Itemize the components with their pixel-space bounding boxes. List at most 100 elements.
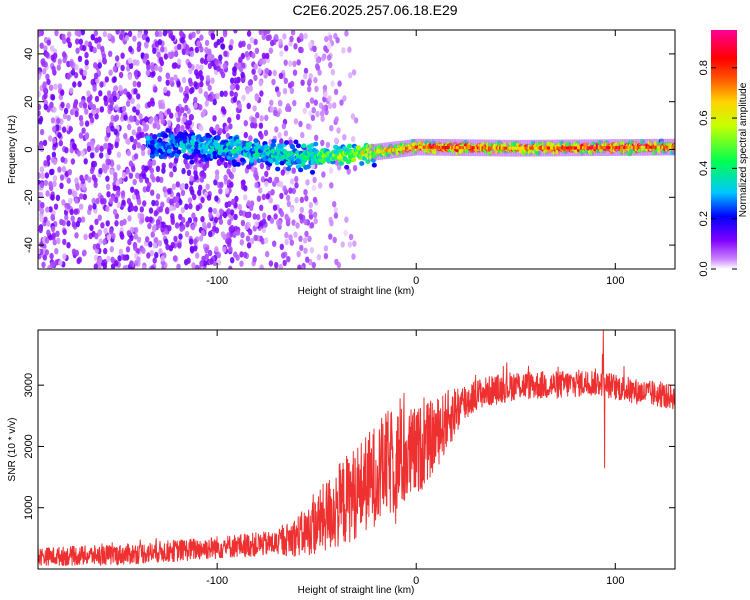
- spectrogram-cell: [284, 238, 289, 246]
- spectrogram-cell: [128, 160, 134, 167]
- spectrogram-cell: [292, 99, 297, 107]
- spectrogram-cell: [200, 57, 205, 64]
- spectrogram-cell: [93, 30, 99, 37]
- spectrogram-cell: [75, 220, 81, 228]
- spectrogram-cell: [429, 145, 431, 149]
- spectrogram-cell: [214, 246, 219, 253]
- spectrogram-cell: [221, 152, 227, 157]
- spectrogram-cell: [254, 95, 259, 102]
- spectrogram-cell: [51, 151, 57, 158]
- spectrogram-cell: [263, 129, 269, 137]
- spectrogram-cell: [417, 145, 420, 149]
- spectrogram-cell: [187, 77, 193, 84]
- spectrogram-cell: [159, 176, 164, 183]
- spectrogram-cell: [628, 146, 630, 149]
- spectrogram-cell: [138, 176, 144, 183]
- spectrogram-cell: [157, 137, 163, 143]
- spectrogram-cell: [93, 254, 99, 262]
- spectrogram-cell: [78, 38, 84, 45]
- spectrogram-cell: [323, 91, 328, 98]
- spectrogram-cell: [285, 105, 290, 113]
- spectrogram-cell: [465, 146, 468, 150]
- spectrogram-cell: [198, 87, 203, 94]
- spectrogram-cell: [303, 237, 308, 244]
- spectrogram-cell: [312, 196, 318, 204]
- spectrogram-cell: [174, 195, 180, 203]
- spectrogram-cell: [397, 147, 399, 151]
- spectrogram-cell: [510, 146, 512, 150]
- spectrogram-cell: [129, 226, 135, 233]
- spectrogram-cell: [176, 80, 181, 88]
- spectrogram-cell: [422, 145, 425, 149]
- spectrogram-cell: [347, 46, 352, 53]
- spectrogram-cell: [180, 207, 185, 214]
- spectrogram-cell: [483, 146, 485, 150]
- spectrogram-cell: [607, 146, 610, 150]
- spectrogram-cell: [643, 145, 646, 149]
- spectrogram-cell: [283, 77, 288, 85]
- spectrogram-cell: [43, 216, 48, 223]
- spectrogram-cell: [387, 149, 390, 153]
- y-tick-label: 0: [23, 146, 35, 152]
- spectrogram-cell: [134, 188, 139, 196]
- spectrogram-cell: [667, 145, 670, 149]
- spectrogram-cell: [126, 230, 132, 237]
- spectrogram-cell: [51, 261, 56, 268]
- spectrogram-cell: [401, 147, 404, 151]
- spectrogram-cell: [314, 134, 319, 141]
- spectrogram-cell: [81, 127, 86, 134]
- spectrogram-cell: [294, 182, 299, 189]
- spectrogram-cell: [207, 84, 212, 92]
- y-tick-label: 40: [23, 48, 35, 60]
- spectrogram-cell: [125, 246, 131, 253]
- spectrogram-cell: [608, 146, 611, 150]
- spectrogram-cell: [323, 245, 329, 252]
- spectrogram-cell: [140, 149, 146, 157]
- spectrogram-cell: [343, 229, 348, 237]
- spectrogram-cell: [623, 146, 625, 149]
- spectrogram-cell: [286, 200, 291, 208]
- spectrogram-cell: [659, 145, 662, 149]
- spectrogram-cell: [83, 233, 88, 241]
- spectrogram-cell: [180, 189, 186, 196]
- spectrogram-cell: [129, 135, 134, 143]
- spectrogram-cell: [144, 165, 149, 172]
- spectrogram-cell: [127, 215, 132, 222]
- spectrogram-cell: [328, 61, 333, 69]
- spectrogram-cell: [233, 213, 238, 221]
- spectrogram-cell: [206, 55, 212, 62]
- spectrogram-cell: [350, 113, 356, 120]
- spectrogram-cell: [61, 51, 67, 58]
- spectrogram-cell: [300, 131, 305, 139]
- spectrogram-cell: [189, 175, 194, 182]
- spectrogram-cell: [114, 260, 119, 267]
- spectrogram-cell: [214, 227, 220, 234]
- spectrogram-cell: [163, 53, 169, 60]
- spectrogram-cell: [160, 255, 165, 262]
- spectrogram-cell: [626, 146, 629, 149]
- spectrogram-cell: [136, 103, 141, 110]
- spectrogram-cell: [258, 80, 263, 87]
- spectrogram-cell: [275, 166, 281, 172]
- spectrogram-cell: [151, 176, 156, 183]
- spectrogram-cell: [269, 106, 275, 113]
- spectrogram-cell: [260, 176, 266, 183]
- spectrogram-cell: [194, 46, 200, 54]
- spectrogram-cell: [473, 146, 476, 150]
- spectrogram-cell: [39, 215, 44, 223]
- spectrogram-cell: [116, 61, 121, 68]
- spectrogram-cell: [264, 170, 269, 178]
- spectrogram-cell: [289, 239, 294, 246]
- spectrogram-cell: [207, 62, 213, 70]
- spectrogram-cell: [124, 34, 130, 42]
- spectrogram-cell: [264, 180, 269, 188]
- spectrogram-cell: [103, 227, 108, 234]
- spectrogram-cell: [406, 146, 409, 150]
- spectrogram-cell: [199, 124, 204, 132]
- spectrogram-cell: [289, 87, 295, 95]
- spectrogram-cell: [185, 221, 190, 228]
- spectrogram-cell: [411, 146, 414, 150]
- spectrogram-cell: [246, 200, 251, 207]
- spectrogram-cell: [664, 145, 667, 149]
